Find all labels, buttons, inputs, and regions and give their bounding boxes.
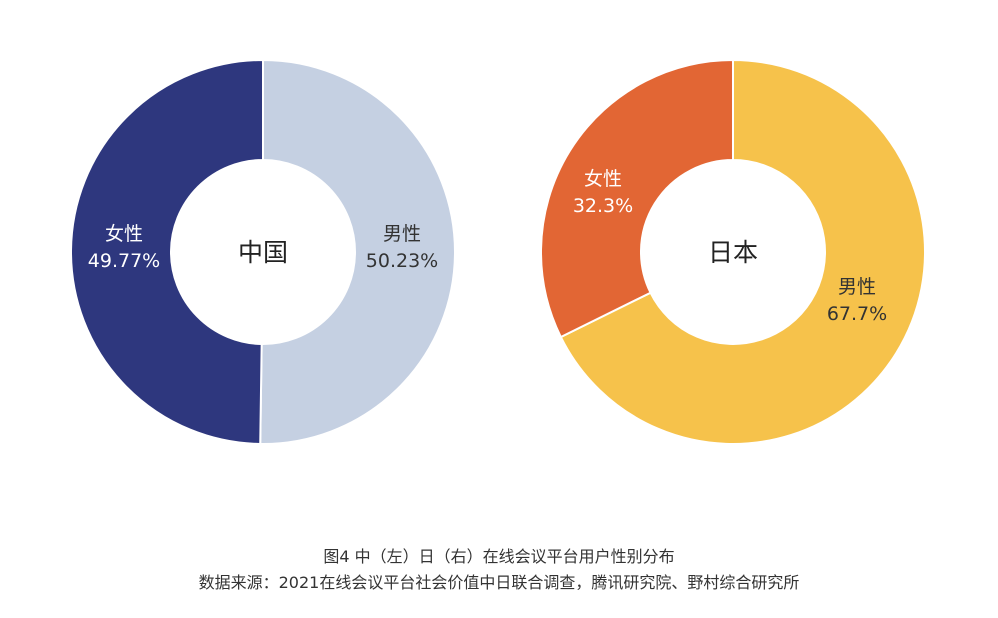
japan-slice-label: 女性 — [584, 168, 622, 190]
japan-slice-value: 67.7% — [827, 303, 887, 325]
china-center-label: 中国 — [238, 238, 288, 267]
japan-slice-male — [559, 58, 926, 445]
china-slice-label: 女性 — [105, 223, 143, 245]
figure-title: 图4 中（左）日（右）在线会议平台用户性别分布 — [323, 547, 675, 566]
donut-charts: 男性 50.23% 女性 49.77% 中国 男性 67.7% 女性 32.3% 日本 — [70, 58, 926, 445]
japan-center-label: 日本 — [708, 238, 758, 267]
japan-slice-label: 男性 — [838, 276, 876, 298]
figure-source: 数据来源：2021在线会议平台社会价值中日联合调查，腾讯研究院、野村综合研究所 — [198, 573, 800, 592]
china-slice-label: 男性 — [383, 223, 421, 245]
china-slice-value: 50.23% — [366, 250, 438, 272]
japan-slice-value: 32.3% — [573, 195, 633, 217]
china-slice-male — [259, 58, 456, 445]
japan-slice-female — [540, 58, 734, 339]
china-slice-value: 49.77% — [88, 250, 160, 272]
china-slice-female — [70, 58, 264, 445]
